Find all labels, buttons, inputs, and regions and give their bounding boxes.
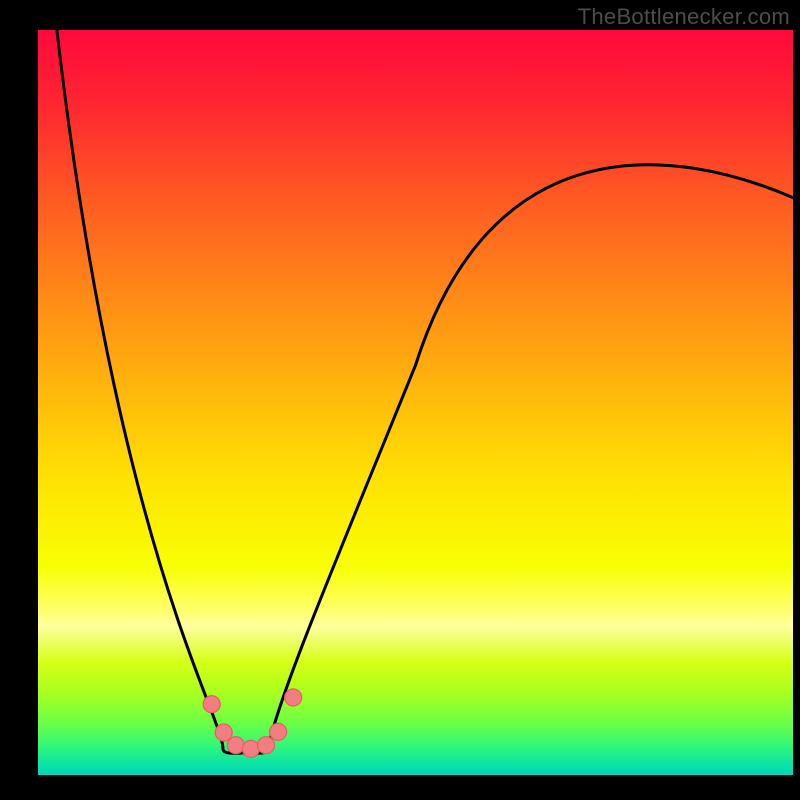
plot-gradient-area [38,30,793,775]
chart-stage: TheBottlenecker.com [0,0,800,800]
watermark-text: TheBottlenecker.com [578,4,790,30]
